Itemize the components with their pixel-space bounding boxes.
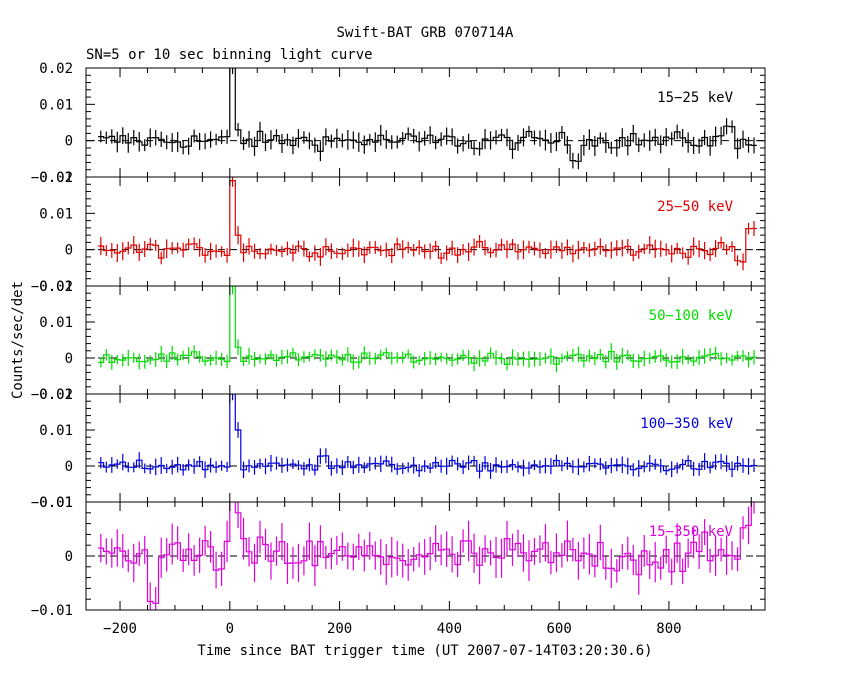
y-tick-label: 0	[65, 243, 73, 259]
y-tick-label: 0	[65, 549, 73, 565]
y-tick-label: −0.01	[31, 387, 73, 403]
band-label: 25−50 keV	[657, 199, 733, 215]
x-tick-label: −200	[103, 621, 137, 637]
step-line	[98, 286, 757, 365]
y-tick-label: 0	[65, 134, 73, 150]
x-tick-label: 400	[437, 621, 462, 637]
step-line	[98, 180, 757, 263]
y-tick-label: 0.01	[39, 423, 73, 439]
step-line	[98, 394, 757, 472]
y-tick-label: 0.02	[39, 170, 73, 186]
panel-3: −0.01 0 0.01 0.02 50−100 keV	[31, 279, 766, 403]
y-tick-label: −0.01	[31, 495, 73, 511]
panels: −0.01 0 0.01 0.02 15−25 keV −0.01 0 0.01 0.02 25−…	[31, 61, 766, 637]
y-tick-label: 0	[65, 351, 73, 367]
band-label: 15−25 keV	[657, 90, 733, 106]
y-axis-label: Counts/sec/det	[10, 281, 26, 399]
x-tick-label: 200	[327, 621, 352, 637]
panel-4: −0.01 0 0.01 0.02 100−350 keV	[31, 387, 766, 511]
panel-frame	[85, 285, 766, 395]
y-tick-label: 0.02	[39, 61, 73, 77]
panel-2: −0.01 0 0.01 0.02 25−50 keV	[31, 170, 766, 295]
series-100-350-keV	[98, 394, 757, 479]
x-tick-label: 0	[226, 621, 234, 637]
x-tick-label: 800	[656, 621, 681, 637]
panel-frame	[85, 67, 766, 178]
series-50-100-keV	[98, 286, 757, 373]
panel-frame	[85, 176, 766, 287]
y-tick-label: 0.02	[39, 279, 73, 295]
panel-frame	[85, 393, 766, 503]
band-label: 100−350 keV	[640, 416, 733, 432]
panel-5: −0.01 0 0.01 15−350 keV	[31, 495, 766, 619]
y-tick-label: 0.02	[39, 387, 73, 403]
chart-title: Swift-BAT GRB 070714A	[336, 25, 514, 41]
y-tick-label: −0.01	[31, 170, 73, 186]
y-tick-label: 0	[65, 459, 73, 475]
y-tick-label: 0.01	[39, 315, 73, 331]
band-label: 50−100 keV	[649, 308, 734, 324]
series-15-350-keV	[98, 502, 755, 610]
panel-1: −0.01 0 0.01 0.02 15−25 keV	[31, 61, 766, 186]
band-label: 15−350 keV	[649, 524, 734, 540]
y-tick-label: −0.01	[31, 279, 73, 295]
x-tick-label: 600	[547, 621, 572, 637]
y-tick-label: 0.01	[39, 495, 73, 511]
y-tick-label: 0.01	[39, 97, 73, 113]
series-25-50-keV	[98, 177, 757, 271]
series-15-25-keV	[98, 68, 757, 170]
chart-subtitle: SN=5 or 10 sec binning light curve	[86, 47, 373, 63]
step-line	[98, 502, 752, 604]
y-tick-label: −0.01	[31, 603, 73, 619]
step-line	[98, 68, 757, 162]
x-axis-label: Time since BAT trigger time (UT 2007-07-…	[197, 643, 652, 659]
y-tick-label: 0.01	[39, 206, 73, 222]
